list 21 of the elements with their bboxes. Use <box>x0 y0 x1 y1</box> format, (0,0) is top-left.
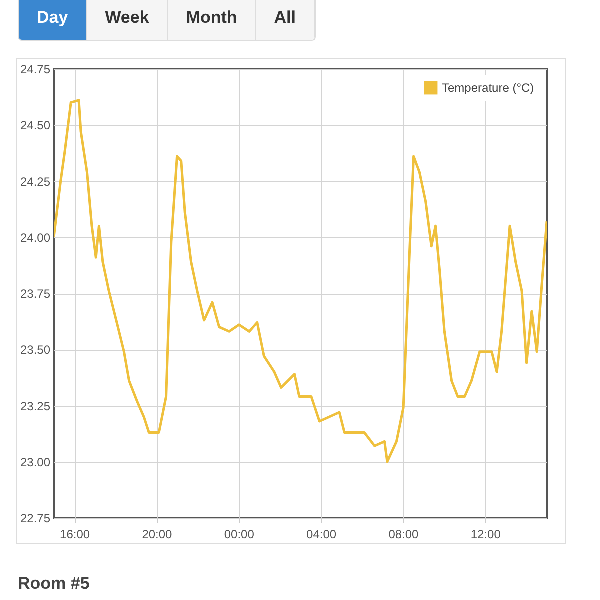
y-tick-label: 24.00 <box>20 230 51 245</box>
x-tick-label: 08:00 <box>388 528 420 542</box>
y-tick-label: 23.25 <box>20 399 51 414</box>
x-tick-label: 20:00 <box>142 528 173 542</box>
y-tick-label: 23.50 <box>20 343 51 358</box>
x-tick-label: 04:00 <box>306 528 337 542</box>
x-tick-label: 12:00 <box>470 528 502 542</box>
y-tick-label: 24.50 <box>20 118 51 133</box>
text: Week <box>87 0 168 40</box>
y-tick-label: 23.75 <box>20 287 51 301</box>
x-tick-label: 16:00 <box>60 528 90 542</box>
y-tick-label: 22.75 <box>20 512 51 526</box>
y-tick-label: 24.25 <box>20 174 51 189</box>
text: Month <box>168 0 256 40</box>
legend-label: Temperature (°C) <box>442 81 534 95</box>
y-tick-label: 24.75 <box>20 62 51 76</box>
text: Day <box>19 0 88 40</box>
text: Room #5 <box>18 574 90 594</box>
text: All <box>256 0 316 40</box>
y-tick-label: 23.00 <box>20 455 51 470</box>
x-tick-label: 00:00 <box>224 528 255 542</box>
